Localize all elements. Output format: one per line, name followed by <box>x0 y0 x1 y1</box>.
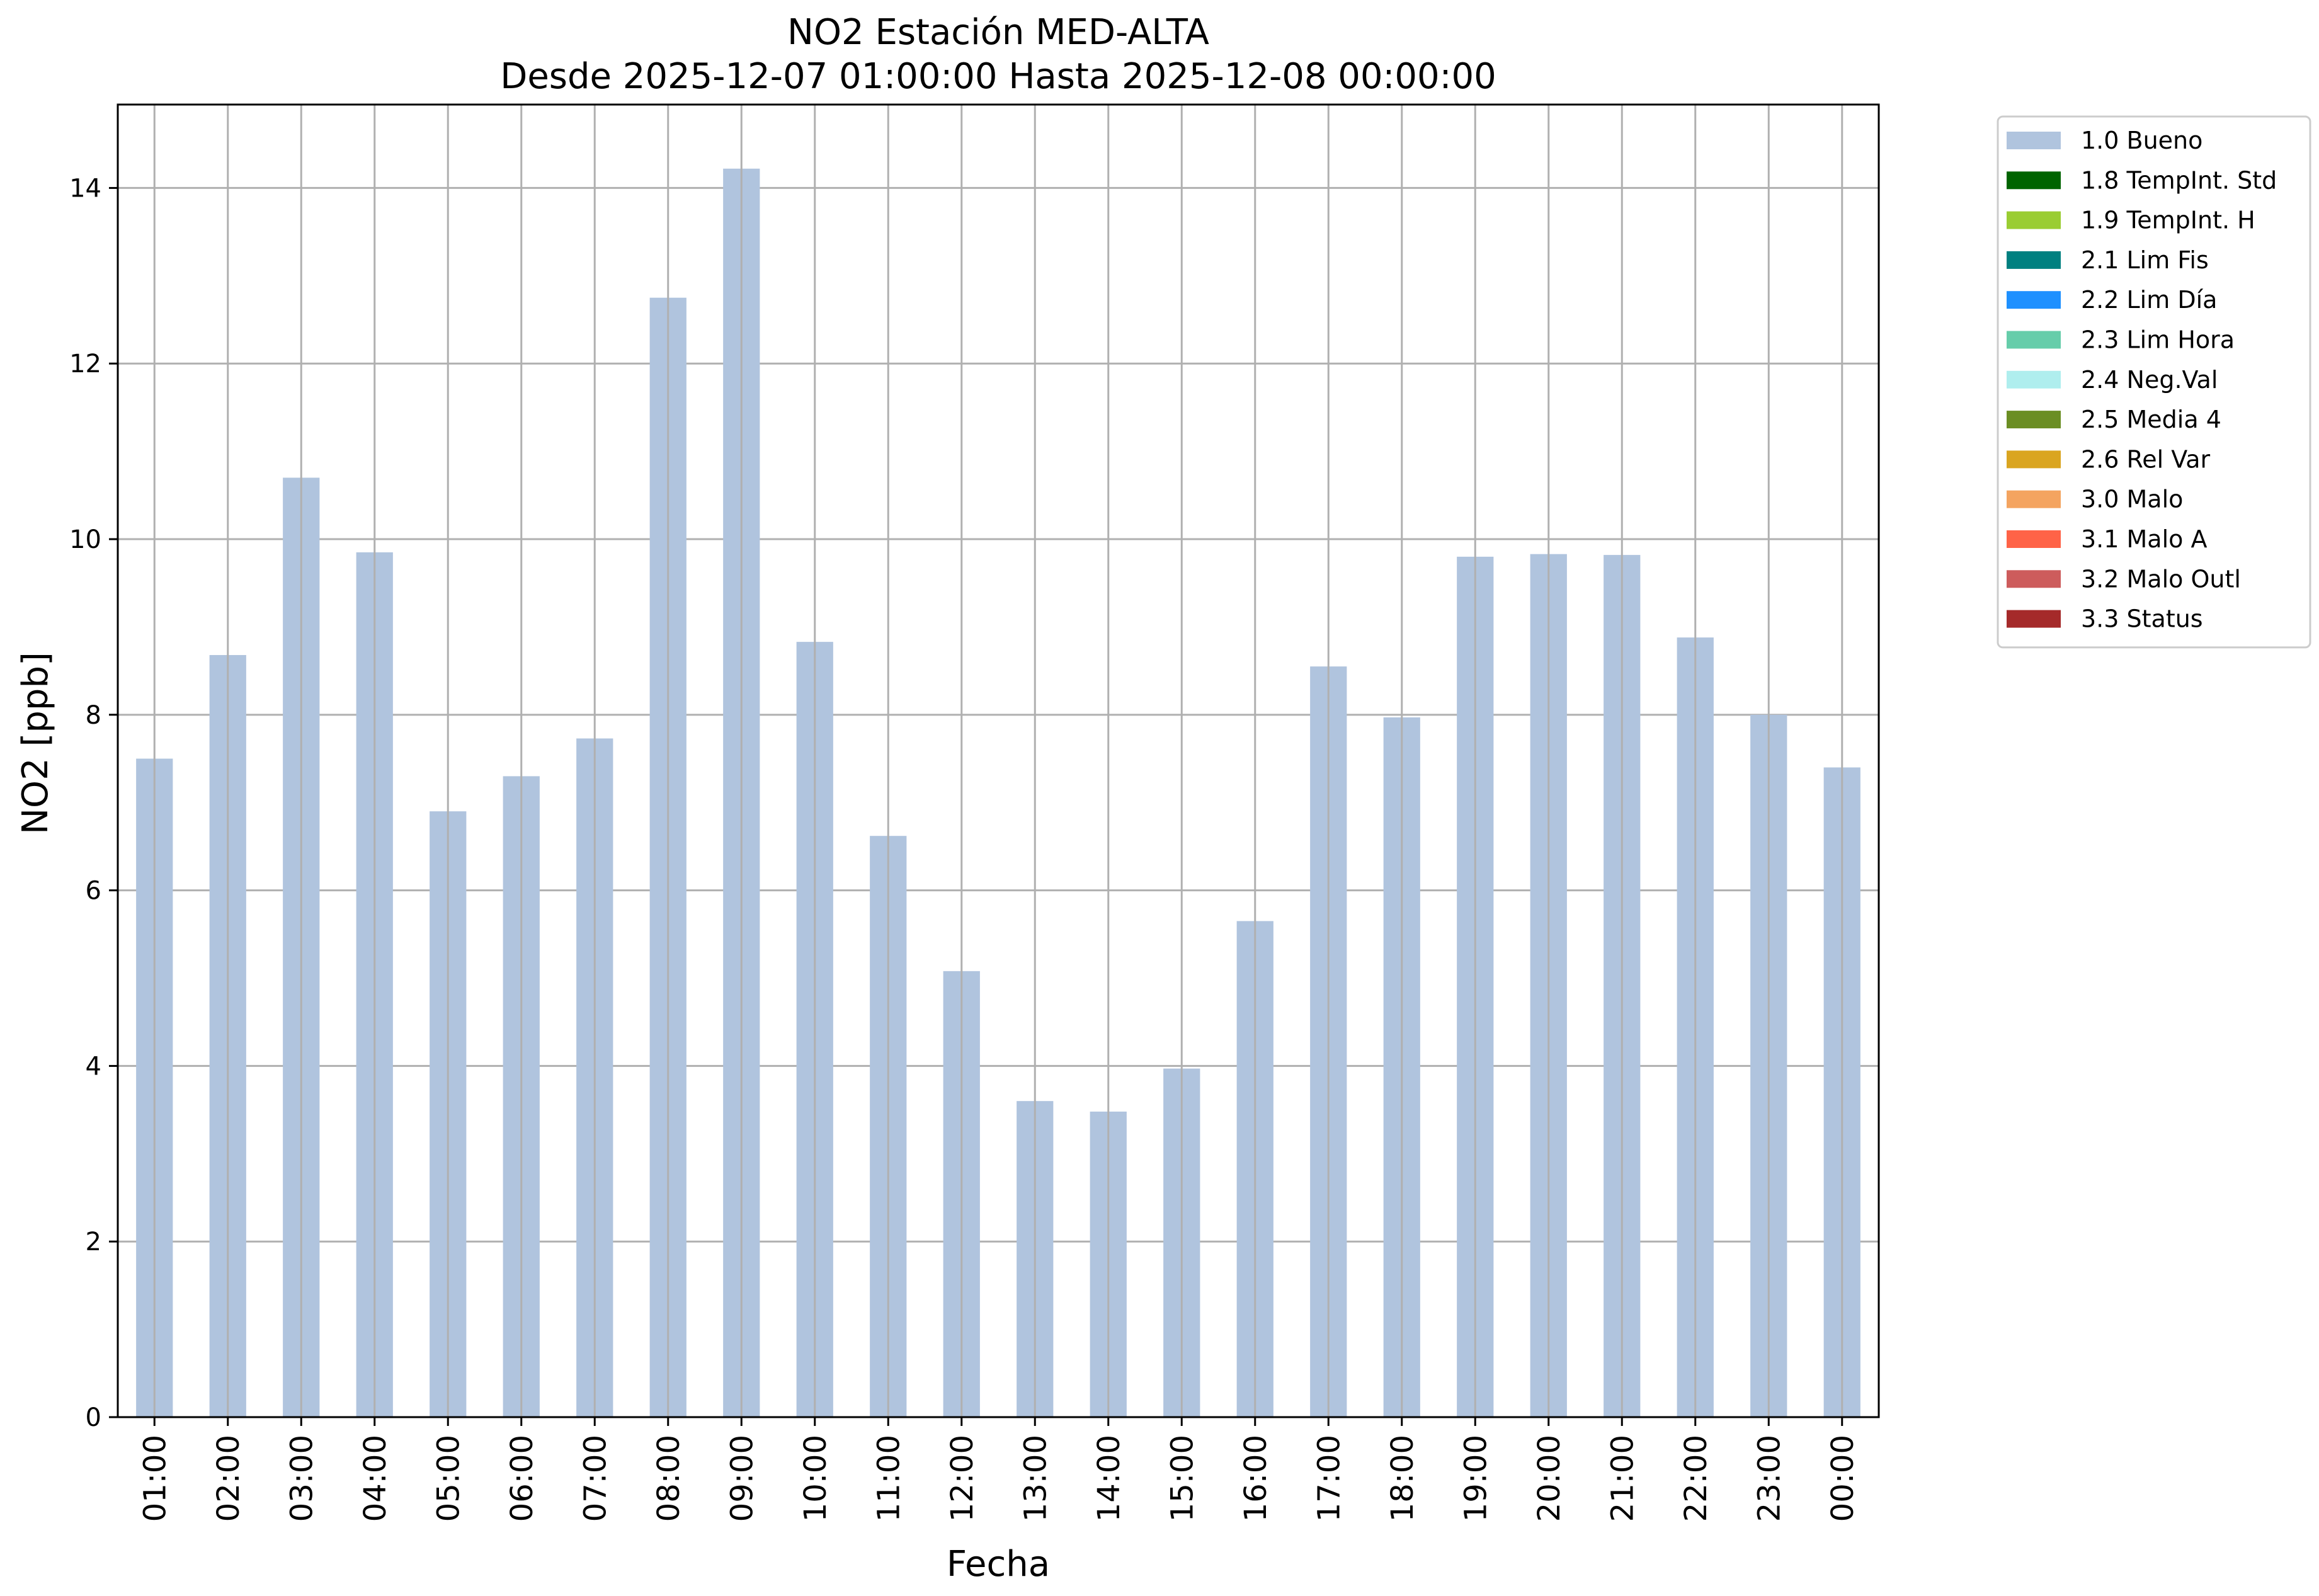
legend-label: 1.0 Bueno <box>2081 127 2202 154</box>
x-tick-label: 19:00 <box>1458 1435 1493 1522</box>
x-tick-label: 13:00 <box>1018 1435 1053 1522</box>
x-tick-label: 11:00 <box>871 1435 906 1522</box>
vertical-grid <box>153 105 1843 1417</box>
legend-label: 2.3 Lim Hora <box>2081 326 2235 354</box>
y-tick-label: 12 <box>69 350 101 379</box>
y-tick-label: 0 <box>86 1403 101 1432</box>
x-tick-label: 20:00 <box>1532 1435 1567 1522</box>
legend-swatch <box>2007 370 2061 389</box>
x-tick-label: 01:00 <box>137 1435 173 1522</box>
legend-swatch <box>2007 291 2061 309</box>
legend-label: 3.0 Malo <box>2081 486 2183 513</box>
y-tick-label: 14 <box>69 174 101 203</box>
legend-label: 1.8 TempInt. Std <box>2081 166 2277 194</box>
legend: 1.0 Bueno 1.8 TempInt. Std 1.9 TempInt. H 2… <box>1997 115 2311 649</box>
legend-label: 2.1 Lim Fis <box>2081 246 2209 274</box>
x-tick-label: 00:00 <box>1825 1435 1860 1522</box>
x-tick-label: 14:00 <box>1091 1435 1127 1522</box>
x-tick-label: 02:00 <box>211 1435 246 1522</box>
x-tick-label: 15:00 <box>1165 1435 1200 1522</box>
legend-swatch <box>2007 251 2061 269</box>
chart-title: NO2 Estación MED-ALTA <box>787 12 1209 53</box>
legend-swatch <box>2007 132 2061 149</box>
legend-label: 2.6 Rel Var <box>2081 445 2211 473</box>
legend-label: 3.3 Status <box>2081 605 2203 633</box>
legend-swatch <box>2007 411 2061 429</box>
x-tick-label: 12:00 <box>945 1435 980 1522</box>
y-axis-ticks: 0 2 4 6 8 10 12 14 <box>69 174 118 1432</box>
x-tick-label: 22:00 <box>1678 1435 1714 1522</box>
legend-swatch <box>2007 530 2061 548</box>
x-tick-label: 06:00 <box>504 1435 540 1522</box>
x-tick-label: 04:00 <box>358 1435 393 1522</box>
legend-label: 3.2 Malo Outl <box>2081 565 2241 593</box>
legend-swatch <box>2007 211 2061 229</box>
legend-swatch <box>2007 610 2061 628</box>
x-tick-label: 17:00 <box>1311 1435 1347 1522</box>
x-tick-label: 18:00 <box>1385 1435 1420 1522</box>
legend-label: 1.9 TempInt. H <box>2081 207 2255 234</box>
legend-swatch <box>2007 490 2061 508</box>
x-tick-label: 10:00 <box>798 1435 833 1522</box>
y-axis-label: NO2 [ppb] <box>15 652 56 835</box>
x-tick-label: 03:00 <box>284 1435 319 1522</box>
x-tick-label: 23:00 <box>1752 1435 1787 1522</box>
x-tick-label: 05:00 <box>431 1435 466 1522</box>
y-tick-label: 8 <box>86 701 101 730</box>
x-tick-label: 16:00 <box>1238 1435 1273 1522</box>
y-tick-label: 4 <box>86 1052 101 1081</box>
legend-swatch <box>2007 331 2061 349</box>
x-tick-label: 07:00 <box>578 1435 613 1522</box>
x-tick-label: 08:00 <box>651 1435 687 1522</box>
legend-swatch <box>2007 171 2061 190</box>
y-tick-label: 6 <box>86 877 101 906</box>
y-tick-label: 2 <box>86 1228 101 1257</box>
legend-label: 2.4 Neg.Val <box>2081 366 2218 394</box>
legend-label: 2.5 Media 4 <box>2081 406 2221 433</box>
legend-label: 2.2 Lim Día <box>2081 286 2217 314</box>
legend-swatch <box>2007 570 2061 588</box>
x-tick-label: 09:00 <box>724 1435 760 1522</box>
chart-subtitle: Desde 2025-12-07 01:00:00 Hasta 2025-12-… <box>500 56 1496 97</box>
legend-box <box>1997 115 2311 649</box>
grid <box>118 186 1879 1418</box>
plot-frame <box>117 103 1880 1418</box>
legend-label: 3.1 Malo A <box>2081 525 2207 553</box>
x-axis-ticks: 01:00 02:00 03:00 04:00 05:00 06:00 07:00 08:00… <box>137 1417 1860 1522</box>
x-axis-label: Fecha <box>947 1544 1050 1585</box>
legend-swatch <box>2007 450 2061 469</box>
x-tick-label: 21:00 <box>1605 1435 1640 1522</box>
y-tick-label: 10 <box>69 525 101 554</box>
